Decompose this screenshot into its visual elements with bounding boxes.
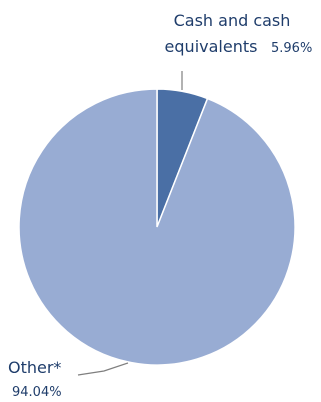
slice-label-cash-line-1: Cash and cash — [174, 11, 291, 30]
slice-label-other: Other* — [8, 358, 61, 377]
slice-label-cash-line-2: equivalents — [165, 37, 258, 56]
slice-percent-cash: 5.96% — [271, 41, 312, 56]
pie-slices — [18, 88, 296, 366]
leader-line-other — [77, 362, 129, 376]
pie-slice-other — [18, 88, 296, 366]
slice-percent-other: 94.04% — [12, 385, 62, 400]
